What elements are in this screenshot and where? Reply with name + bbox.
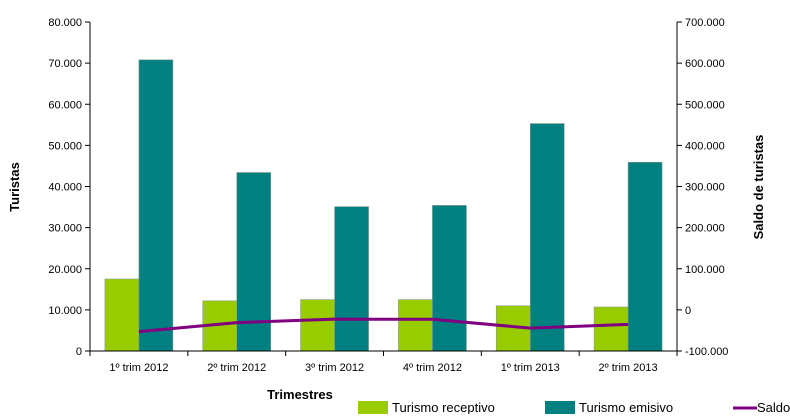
- y2-tick-label: 200.000: [685, 223, 725, 235]
- y-tick-label: 50.000: [48, 140, 82, 152]
- x-tick-label: 2º trim 2013: [599, 362, 658, 374]
- x-tick-label: 1º trim 2012: [109, 362, 168, 374]
- bar-receptivo-5: [593, 306, 629, 352]
- y-tick-label: 70.000: [48, 58, 82, 70]
- y2-tick-label: 0: [685, 305, 691, 317]
- bar-emisivo-3: [432, 205, 467, 352]
- legend-label-saldo: Saldo: [757, 400, 790, 414]
- legend-label-receptivo: Turismo receptivo: [392, 400, 495, 414]
- y-tick-label: 80.000: [48, 17, 82, 29]
- bar-emisivo-2: [334, 206, 369, 352]
- legend-swatch-emisivo: [545, 401, 575, 415]
- y-tick-label: 0: [76, 346, 82, 358]
- x-tick-label: 4º trim 2012: [403, 362, 462, 374]
- y2-tick-label: 300.000: [685, 182, 725, 194]
- bar-emisivo-4: [529, 123, 565, 352]
- bar-receptivo-0: [104, 278, 140, 352]
- x-tick-label: 2º trim 2012: [207, 362, 266, 374]
- y-tick-label: 20.000: [48, 264, 82, 276]
- y2-tick-label: -100.000: [685, 346, 728, 358]
- x-axis-title: Trimestres: [267, 387, 333, 402]
- y2-tick-label: 700.000: [685, 17, 725, 29]
- x-tick-label: 1º trim 2013: [501, 362, 560, 374]
- y2-tick-label: 400.000: [685, 140, 725, 152]
- legend-swatch-receptivo: [358, 401, 388, 415]
- bar-receptivo-3: [398, 299, 433, 352]
- y-tick-label: 60.000: [48, 99, 82, 111]
- y2-tick-label: 500.000: [685, 99, 725, 111]
- legend-label-emisivo: Turismo emisivo: [579, 400, 673, 414]
- bar-receptivo-2: [300, 299, 335, 352]
- y2-axis-title: Saldo de turistas: [751, 135, 766, 240]
- y-tick-label: 30.000: [48, 223, 82, 235]
- bar-emisivo-5: [627, 161, 663, 352]
- y-tick-label: 40.000: [48, 182, 82, 194]
- saldo-line: [138, 317, 629, 334]
- y-tick-label: 10.000: [48, 305, 82, 317]
- x-tick-label: 3º trim 2012: [305, 362, 364, 374]
- y-axis-title: Turistas: [7, 162, 22, 212]
- y2-tick-label: 600.000: [685, 58, 725, 70]
- bar-emisivo-0: [138, 59, 174, 352]
- bar-emisivo-1: [236, 172, 272, 352]
- y2-tick-label: 100.000: [685, 264, 725, 276]
- legend: Turismo receptivo Turismo emisivo Saldo: [358, 400, 790, 415]
